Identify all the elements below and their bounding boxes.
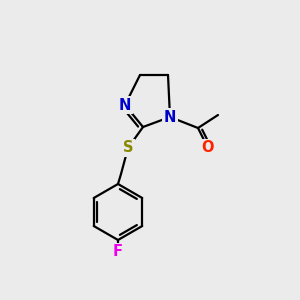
Text: F: F: [113, 244, 123, 260]
Text: N: N: [164, 110, 176, 124]
Text: O: O: [202, 140, 214, 155]
Text: N: N: [119, 98, 131, 112]
Text: S: S: [123, 140, 133, 155]
